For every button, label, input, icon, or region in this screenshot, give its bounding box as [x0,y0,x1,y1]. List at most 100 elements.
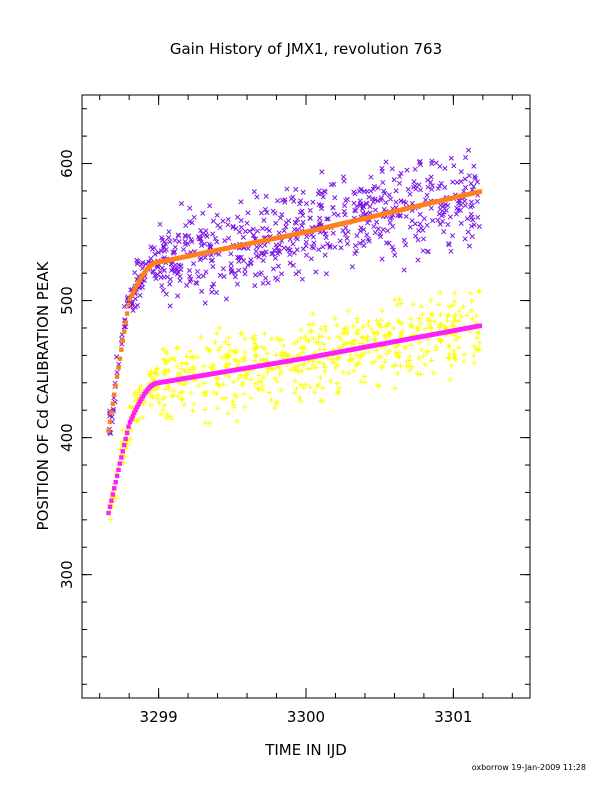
data-point [162,386,168,392]
data-point [401,267,407,273]
data-point [451,298,458,304]
data-point [175,293,181,299]
data-point [265,280,271,286]
data-point [258,210,264,216]
data-point [264,209,270,216]
data-point [245,262,251,268]
data-point [408,316,414,322]
data-point [272,375,278,381]
data-point [425,348,432,355]
data-point [228,251,234,257]
data-point [238,199,244,205]
data-point [214,391,220,397]
data-point [389,166,395,172]
data-point [137,292,143,298]
fit-point [133,407,138,413]
data-point [254,253,260,259]
y-tick-label: 400 [58,423,76,452]
data-point [258,357,264,363]
data-point [354,233,360,239]
series-1 [106,189,483,433]
data-point [165,383,172,390]
data-point [442,324,449,330]
data-point [273,365,280,371]
data-point [262,206,268,213]
data-point [293,220,299,226]
data-point [313,365,319,371]
data-point [445,241,452,247]
data-point [470,353,477,359]
data-point [334,390,341,397]
data-point [259,387,266,393]
data-point [310,311,316,317]
data-point [445,354,452,361]
fit-point [133,285,138,290]
data-point [439,337,445,344]
data-point [462,236,468,242]
data-point [279,212,285,218]
data-point [242,228,249,235]
data-point [300,212,306,218]
data-point [386,329,392,335]
data-point [147,402,154,408]
data-point [183,353,189,360]
data-point [364,232,370,238]
data-point [333,355,340,362]
data-point [272,255,278,261]
data-point [293,364,299,370]
data-point [318,326,324,332]
data-point [225,222,231,228]
data-point [129,300,135,306]
data-point [160,287,166,293]
data-point [258,378,264,384]
data-point [387,219,393,226]
data-point [455,201,462,207]
data-point [338,344,344,350]
data-point [245,210,251,216]
data-point [448,155,454,161]
data-point [403,345,409,351]
data-point [266,389,272,396]
data-point [342,212,348,218]
data-point [261,217,267,223]
data-point [407,191,413,197]
data-point [372,335,378,342]
data-point [473,313,479,319]
data-point [201,363,207,369]
data-point [375,330,381,336]
data-point [123,324,129,330]
data-point [151,376,157,382]
data-point [209,257,215,263]
data-point [359,335,366,341]
data-point [236,254,242,260]
data-point [251,232,257,238]
data-point [202,406,208,413]
data-point [469,223,475,229]
data-point [211,281,217,287]
data-point [187,354,194,361]
data-point [320,361,327,367]
data-point [297,352,303,358]
data-point [397,173,403,180]
data-point [226,353,233,359]
fit-point [134,282,140,288]
data-point [273,400,280,407]
data-point [252,352,259,359]
data-point [274,378,281,384]
data-point [132,389,138,395]
data-point [191,401,197,407]
fit-point [116,365,121,370]
data-point [232,270,238,276]
data-point [149,394,156,401]
data-point [179,396,186,402]
fit-point [136,280,141,285]
data-point [284,186,290,192]
data-point [419,312,426,318]
data-point [222,339,229,345]
data-point [134,418,140,424]
data-point [248,377,254,383]
fit-point [129,293,134,299]
data-point [263,193,269,199]
data-point [390,325,397,331]
data-point [108,516,114,523]
